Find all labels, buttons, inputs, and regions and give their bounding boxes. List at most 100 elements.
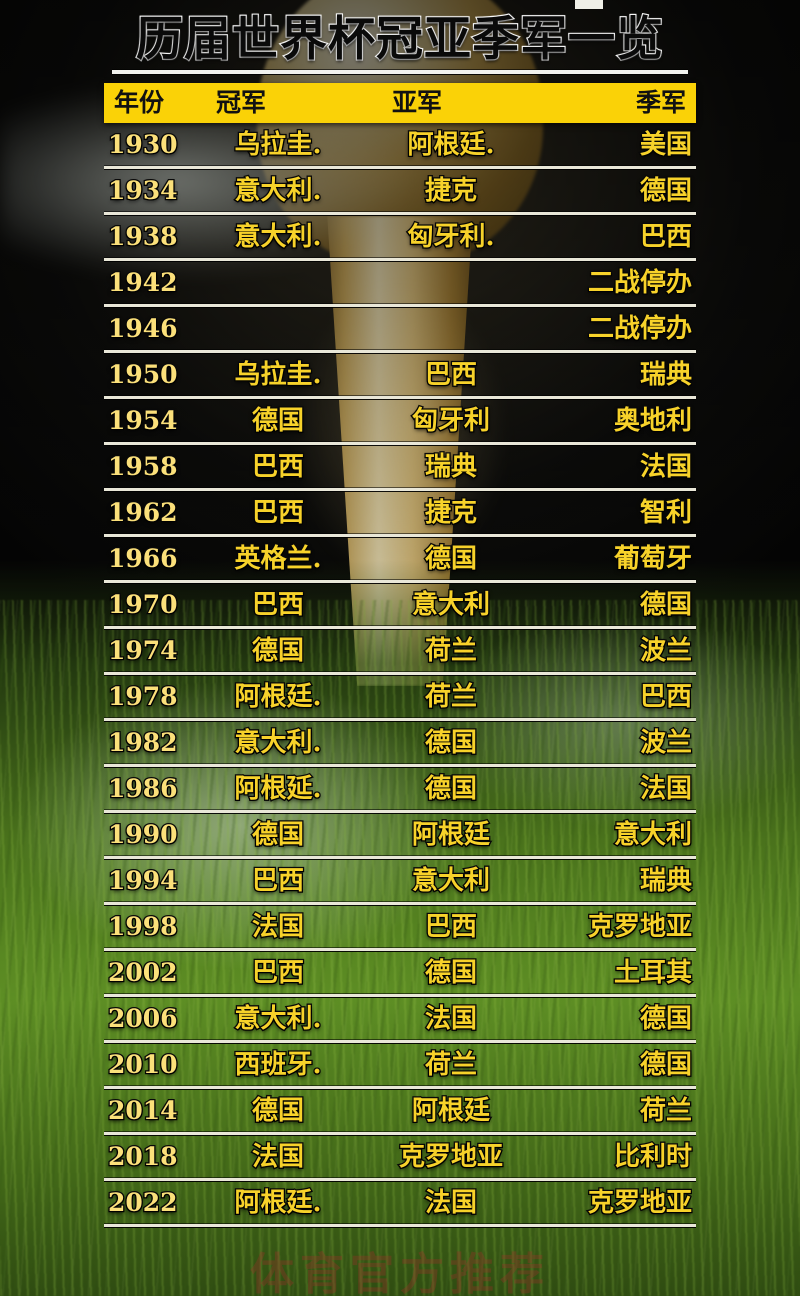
cell-third: 荷兰 <box>639 1095 694 1128</box>
table-row: 1970 巴西 意大利 德国 <box>104 583 696 629</box>
table-row: 2022 阿根廷. 法国 克罗地亚 <box>104 1181 696 1227</box>
cell-runnerup: 阿根廷. <box>406 129 496 162</box>
cell-third: 葡萄牙 <box>613 543 694 576</box>
row-separator <box>104 488 696 491</box>
row-separator <box>104 580 696 583</box>
cell-champion: 意大利. <box>233 1003 323 1036</box>
cell-third: 二战停办 <box>587 313 694 346</box>
row-separator <box>104 994 696 997</box>
table-row: 1998 法国 巴西 克罗地亚 <box>104 905 696 951</box>
cell-runnerup: 意大利 <box>411 865 492 898</box>
table-row: 2018 法国 克罗地亚 比利时 <box>104 1135 696 1181</box>
table-row: 1986 阿根延. 德国 法国 <box>104 767 696 813</box>
cell-champion: 意大利. <box>233 175 323 208</box>
cell-third: 波兰 <box>639 727 694 760</box>
table-row: 1966 英格兰. 德国 葡萄牙 <box>104 537 696 583</box>
row-separator <box>104 1132 696 1135</box>
cell-champion: 法国 <box>251 1141 306 1174</box>
cell-runnerup: 德国 <box>424 773 479 806</box>
cell-third: 比利时 <box>613 1141 694 1174</box>
cell-year: 2018 <box>107 1141 179 1173</box>
cell-runnerup: 巴西 <box>424 911 479 944</box>
cell-third: 巴西 <box>639 221 694 254</box>
cell-third: 瑞典 <box>639 865 694 898</box>
cell-champion: 阿根廷. <box>233 1187 323 1220</box>
page-title: 历届世界杯冠亚季军一览 <box>135 12 664 67</box>
table-row: 1958 巴西 瑞典 法国 <box>104 445 696 491</box>
cell-champion: 意大利. <box>233 221 323 254</box>
cell-runnerup: 德国 <box>424 543 479 576</box>
cell-champion: 巴西 <box>251 865 306 898</box>
cell-year: 1998 <box>107 911 179 943</box>
cell-champion: 意大利. <box>233 727 323 760</box>
cell-champion: 巴西 <box>251 589 306 622</box>
table-row: 1954 德国 匈牙利 奥地利 <box>104 399 696 445</box>
cell-champion: 巴西 <box>251 451 306 484</box>
cell-runnerup: 法国 <box>424 1187 479 1220</box>
row-separator <box>104 212 696 215</box>
table-row: 1994 巴西 意大利 瑞典 <box>104 859 696 905</box>
row-separator <box>104 350 696 353</box>
cell-champion: 西班牙. <box>233 1049 323 1082</box>
table-row: 1950 乌拉圭. 巴西 瑞典 <box>104 353 696 399</box>
row-separator <box>104 304 696 307</box>
cell-runnerup: 德国 <box>424 957 479 990</box>
cell-champion: 巴西 <box>251 497 306 530</box>
cell-year: 1958 <box>107 451 179 483</box>
cell-runnerup: 荷兰 <box>424 635 479 668</box>
cell-runnerup: 捷克 <box>424 175 479 208</box>
cell-year: 1982 <box>107 727 179 759</box>
row-separator <box>104 948 696 951</box>
table-row: 2014 德国 阿根廷 荷兰 <box>104 1089 696 1135</box>
row-separator <box>104 764 696 767</box>
cell-runnerup: 匈牙利. <box>406 221 496 254</box>
table-row: 2010 西班牙. 荷兰 德国 <box>104 1043 696 1089</box>
cell-year: 1938 <box>107 221 179 253</box>
table-header-row: 年份 冠军 亚军 季军 <box>104 83 696 123</box>
table-row: 2006 意大利. 法国 德国 <box>104 997 696 1043</box>
column-header-third: 季军 <box>635 88 686 117</box>
cell-champion: 德国 <box>251 635 306 668</box>
cell-year: 1974 <box>107 635 179 667</box>
cell-third: 德国 <box>639 1003 694 1036</box>
cell-champion: 英格兰. <box>233 543 323 576</box>
table-row: 1978 阿根廷. 荷兰 巴西 <box>104 675 696 721</box>
cell-third: 智利 <box>639 497 694 530</box>
cell-year: 2014 <box>107 1095 179 1127</box>
cell-year: 1930 <box>107 129 179 161</box>
cell-year: 1946 <box>107 313 179 345</box>
row-separator <box>104 810 696 813</box>
row-separator <box>104 718 696 721</box>
cell-third: 波兰 <box>639 635 694 668</box>
cell-year: 1942 <box>107 267 179 299</box>
row-separator <box>104 856 696 859</box>
cell-third: 美国 <box>639 129 694 162</box>
cell-champion: 德国 <box>251 1095 306 1128</box>
row-separator <box>104 258 696 261</box>
cell-year: 1970 <box>107 589 179 621</box>
cell-champion: 乌拉圭. <box>233 359 323 392</box>
row-separator <box>104 1086 696 1089</box>
cell-champion: 法国 <box>251 911 306 944</box>
cell-runnerup: 巴西 <box>424 359 479 392</box>
cell-third: 克罗地亚 <box>587 1187 694 1220</box>
row-separator <box>104 902 696 905</box>
column-header-runnerup: 亚军 <box>392 88 443 117</box>
table-row: 1934 意大利. 捷克 德国 <box>104 169 696 215</box>
cell-champion: 德国 <box>251 819 306 852</box>
cell-year: 1990 <box>107 819 179 851</box>
cell-third: 土耳其 <box>613 957 694 990</box>
column-header-year: 年份 <box>114 88 165 117</box>
watermark-text: 体育官方推荐 <box>250 1249 550 1296</box>
cell-year: 1966 <box>107 543 179 575</box>
cell-year: 1978 <box>107 681 179 713</box>
table-row: 1974 德国 荷兰 波兰 <box>104 629 696 675</box>
cell-year: 1962 <box>107 497 179 529</box>
table-row: 1962 巴西 捷克 智利 <box>104 491 696 537</box>
cell-runnerup: 德国 <box>424 727 479 760</box>
cell-third: 德国 <box>639 175 694 208</box>
cell-champion <box>188 261 368 307</box>
cell-year: 1950 <box>107 359 179 391</box>
cell-champion: 阿根廷. <box>233 681 323 714</box>
row-separator <box>104 1178 696 1181</box>
